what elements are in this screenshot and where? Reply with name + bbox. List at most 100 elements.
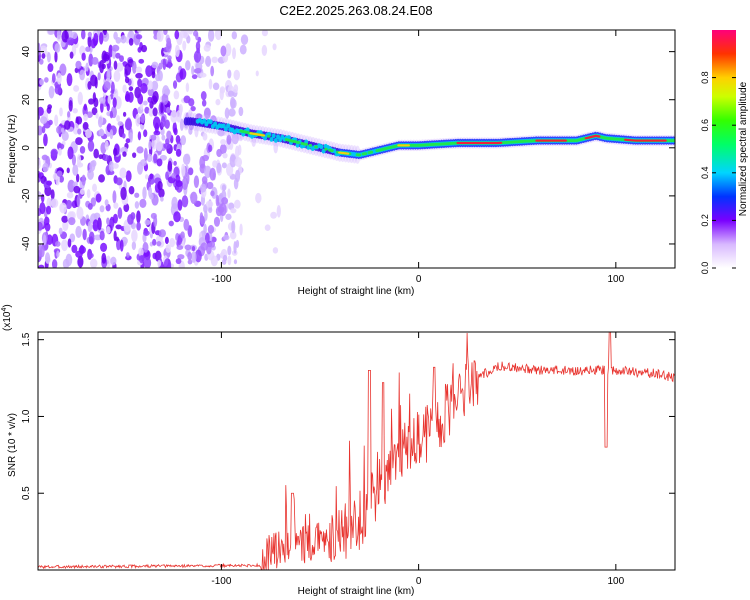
noise-blob xyxy=(89,160,96,172)
noise-blob xyxy=(234,199,241,209)
noise-blob xyxy=(66,73,73,87)
noise-blob xyxy=(220,45,227,57)
noise-blob xyxy=(148,186,153,198)
snr-xtick-label: 100 xyxy=(607,576,624,587)
noise-blob xyxy=(157,180,163,191)
noise-blob xyxy=(222,152,228,159)
spectrogram-ylabel: Frequency (Hz) xyxy=(7,115,18,184)
noise-blob xyxy=(97,116,103,128)
noise-blob xyxy=(48,119,53,126)
spectrogram-ytick-label: 0 xyxy=(21,145,32,151)
noise-blob xyxy=(127,214,134,225)
noise-blob xyxy=(185,60,191,71)
noise-blob xyxy=(233,259,238,265)
noise-blob xyxy=(104,199,109,207)
noise-blob xyxy=(255,70,259,77)
noise-blob xyxy=(215,98,221,106)
noise-blob xyxy=(225,213,232,220)
noise-blob xyxy=(44,77,49,83)
noise-blob xyxy=(87,140,95,152)
ridge-peak xyxy=(597,135,601,138)
noise-blob xyxy=(59,63,67,76)
noise-blob xyxy=(174,30,180,40)
noise-blob xyxy=(142,242,149,253)
noise-blob xyxy=(39,78,45,86)
noise-blob xyxy=(112,213,118,224)
noise-blob xyxy=(76,162,84,168)
noise-blob xyxy=(56,125,63,134)
noise-blob xyxy=(190,105,196,112)
noise-blob xyxy=(125,138,131,144)
noise-blob xyxy=(66,37,75,45)
noise-blob xyxy=(152,238,157,246)
noise-blob xyxy=(58,175,64,183)
noise-blob xyxy=(87,36,92,48)
spectrogram-panel: -100 0 100 -40 -20 0 20 40 Height of straight l… xyxy=(7,29,676,297)
noise-blob xyxy=(50,198,59,208)
noise-blob xyxy=(102,154,109,162)
noise-blob xyxy=(81,30,86,40)
noise-blob xyxy=(77,255,84,268)
noise-blob xyxy=(132,152,137,159)
noise-blob xyxy=(210,65,215,77)
snr-xlabel: Height of straight line (km) xyxy=(298,586,415,597)
noise-blob xyxy=(51,73,56,84)
noise-blob xyxy=(157,70,163,82)
noise-blob xyxy=(148,80,153,91)
noise-blob xyxy=(68,217,76,226)
noise-blob xyxy=(195,41,201,51)
noise-blob xyxy=(87,31,92,38)
noise-blob xyxy=(159,154,167,161)
noise-blob xyxy=(167,160,173,172)
noise-blob xyxy=(58,147,62,156)
noise-blob xyxy=(98,97,106,104)
noise-blob xyxy=(214,30,222,41)
noise-blob xyxy=(188,167,194,176)
noise-blob xyxy=(39,202,46,215)
noise-blob xyxy=(173,90,180,100)
noise-blob xyxy=(227,188,231,199)
noise-blob xyxy=(122,151,127,157)
noise-blob xyxy=(79,69,86,81)
noise-blob xyxy=(209,241,216,248)
snr-series-line xyxy=(38,332,675,570)
noise-blob xyxy=(264,224,271,232)
noise-blob xyxy=(148,140,152,150)
snr-background xyxy=(38,332,675,570)
noise-blob xyxy=(44,185,52,197)
noise-blob xyxy=(166,130,172,140)
ridge-mid xyxy=(245,127,250,133)
noise-blob xyxy=(38,221,43,231)
noise-blob xyxy=(106,69,111,82)
noise-blob xyxy=(182,40,187,51)
noise-blob xyxy=(221,259,227,265)
noise-blob xyxy=(191,245,196,252)
noise-blob xyxy=(200,91,207,101)
noise-blob xyxy=(212,160,218,168)
noise-blob xyxy=(54,50,58,63)
snr-panel: -100 0 100 0.5 1.0 1.5 (x104) Height of strai… xyxy=(1,304,676,597)
noise-blob xyxy=(231,132,239,145)
noise-blob xyxy=(272,247,279,254)
noise-blob xyxy=(116,115,121,122)
noise-blob xyxy=(141,44,148,53)
noise-blob xyxy=(163,258,172,268)
noise-blob xyxy=(160,116,166,128)
noise-blob xyxy=(194,249,202,263)
noise-blob xyxy=(151,80,159,91)
noise-blob xyxy=(134,201,140,209)
colorbar-gradient xyxy=(712,30,736,268)
noise-blob xyxy=(38,42,41,56)
noise-blob xyxy=(61,131,69,141)
spectrogram-xtick-label: 0 xyxy=(416,274,422,285)
noise-blob xyxy=(177,254,185,260)
noise-blob xyxy=(217,129,225,137)
noise-blob xyxy=(99,230,105,241)
noise-blob xyxy=(125,170,132,182)
noise-blob xyxy=(125,252,130,258)
noise-blob xyxy=(47,63,54,73)
colorbar-tick-label: 0.4 xyxy=(700,167,710,180)
ridge-peak xyxy=(563,139,567,142)
noise-blob xyxy=(233,69,241,81)
noise-blob xyxy=(135,34,143,40)
